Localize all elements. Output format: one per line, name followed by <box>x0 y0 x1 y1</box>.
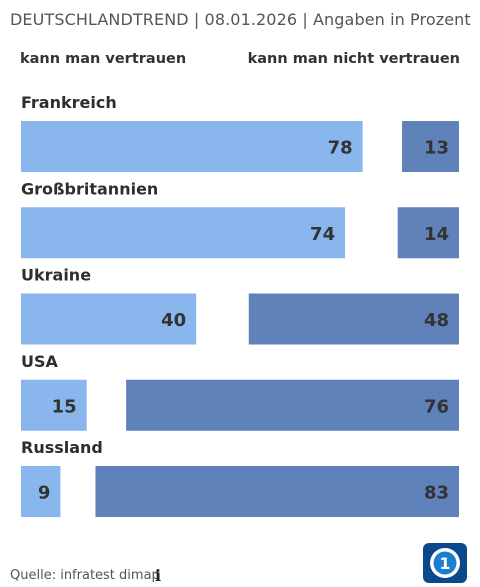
logo-circle-icon: 1 <box>430 548 460 578</box>
value-label-distrust: 76 <box>424 396 449 417</box>
bar-distrust <box>402 121 459 172</box>
value-label-trust: 74 <box>310 224 335 245</box>
bar-trust <box>21 379 87 431</box>
channel-logo: 1 <box>423 543 467 583</box>
category-label: Frankreich <box>21 93 117 112</box>
bar-trust <box>21 207 346 259</box>
category-label: USA <box>21 352 59 371</box>
bar-trust <box>21 293 197 345</box>
category-label: Ukraine <box>21 266 91 285</box>
value-label-trust: 78 <box>328 138 353 159</box>
legend-distrust: kann man nicht vertrauen <box>247 51 460 67</box>
chart-header: DEUTSCHLANDTREND | 08.01.2026 | Angaben … <box>10 10 471 29</box>
value-label-distrust: 83 <box>424 483 449 504</box>
source-note: Quelle: infratest dimap <box>10 568 160 583</box>
bar-distrust <box>397 207 459 259</box>
bar-distrust <box>95 466 460 517</box>
value-label-distrust: 14 <box>424 224 449 245</box>
value-label-trust: 15 <box>52 396 77 417</box>
value-label-distrust: 13 <box>424 138 449 159</box>
bar-trust <box>21 466 61 517</box>
svg-text:1: 1 <box>439 554 450 573</box>
bar-distrust <box>248 293 459 345</box>
value-label-distrust: 48 <box>424 310 449 331</box>
category-label: Großbritannien <box>21 179 158 198</box>
info-icon[interactable]: i <box>155 566 162 585</box>
value-label-trust: 40 <box>161 310 186 331</box>
bar-trust <box>21 121 363 172</box>
legend-trust: kann man vertrauen <box>20 51 187 67</box>
category-label: Russland <box>21 438 103 457</box>
value-label-trust: 9 <box>38 483 51 504</box>
bar-distrust <box>126 379 460 431</box>
